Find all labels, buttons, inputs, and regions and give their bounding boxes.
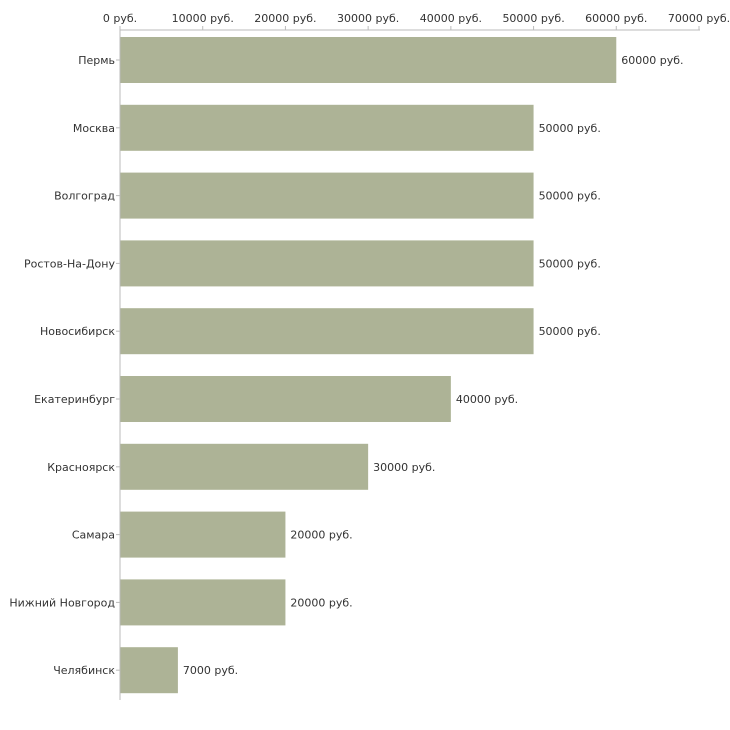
- category-label: Волгоград: [54, 190, 115, 203]
- value-label: 40000 руб.: [456, 393, 518, 406]
- value-label: 50000 руб.: [539, 122, 601, 135]
- value-label: 50000 руб.: [539, 325, 601, 338]
- x-tick-label: 50000 руб.: [502, 12, 564, 25]
- bar: [120, 511, 286, 558]
- category-label: Екатеринбург: [34, 393, 115, 406]
- bar: [120, 376, 451, 422]
- bar: [120, 104, 534, 151]
- category-label: Пермь: [78, 54, 115, 67]
- bar: [120, 647, 178, 694]
- category-label: Москва: [73, 122, 115, 135]
- category-label: Ростов-На-Дону: [24, 257, 115, 270]
- value-label: 20000 руб.: [290, 596, 352, 609]
- x-tick-label: 70000 руб.: [668, 12, 730, 25]
- bar: [120, 240, 534, 287]
- value-label: 50000 руб.: [539, 257, 601, 270]
- value-label: 7000 руб.: [183, 664, 238, 677]
- value-label: 60000 руб.: [621, 54, 683, 67]
- x-tick-label: 10000 руб.: [172, 12, 234, 25]
- bar: [120, 308, 534, 355]
- category-label: Новосибирск: [40, 325, 115, 338]
- bar: [120, 579, 286, 626]
- x-tick-label: 40000 руб.: [420, 12, 482, 25]
- x-tick-label: 0 руб.: [103, 12, 137, 25]
- x-tick-label: 20000 руб.: [254, 12, 316, 25]
- value-label: 50000 руб.: [539, 190, 601, 203]
- category-label: Нижний Новгород: [9, 596, 115, 609]
- category-label: Челябинск: [53, 664, 115, 677]
- x-tick-label: 30000 руб.: [337, 12, 399, 25]
- bar: [120, 172, 534, 219]
- category-label: Самара: [72, 529, 115, 542]
- bar: [120, 443, 369, 490]
- category-label: Красноярск: [47, 461, 115, 474]
- x-tick-label: 60000 руб.: [585, 12, 647, 25]
- bar: [120, 37, 617, 83]
- value-label: 20000 руб.: [290, 529, 352, 542]
- value-label: 30000 руб.: [373, 461, 435, 474]
